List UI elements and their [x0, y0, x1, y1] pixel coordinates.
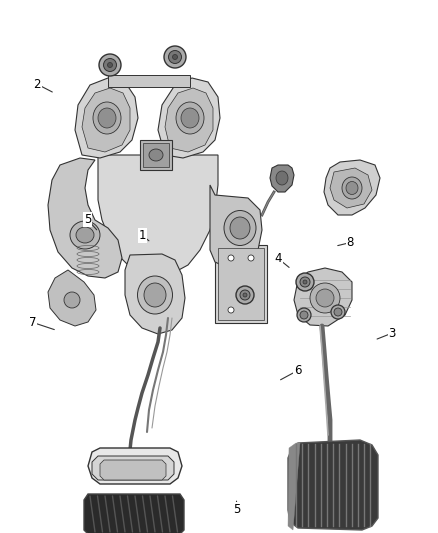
Polygon shape [158, 78, 220, 158]
Polygon shape [98, 155, 218, 275]
Ellipse shape [98, 108, 116, 128]
Ellipse shape [296, 273, 314, 291]
Polygon shape [84, 494, 184, 533]
Ellipse shape [300, 277, 310, 287]
Polygon shape [165, 88, 213, 152]
Ellipse shape [228, 307, 234, 313]
Ellipse shape [181, 108, 199, 128]
Bar [218, 248, 264, 320]
Ellipse shape [173, 54, 177, 60]
Polygon shape [288, 440, 378, 530]
Ellipse shape [243, 293, 247, 297]
Polygon shape [88, 448, 182, 484]
Ellipse shape [93, 102, 121, 134]
Ellipse shape [230, 217, 250, 239]
Polygon shape [125, 254, 185, 334]
Polygon shape [92, 456, 174, 480]
Ellipse shape [297, 308, 311, 322]
Ellipse shape [144, 283, 166, 307]
Text: 1: 1 [138, 229, 146, 242]
Polygon shape [82, 88, 130, 152]
Ellipse shape [303, 280, 307, 284]
Ellipse shape [346, 182, 358, 195]
Polygon shape [48, 158, 122, 278]
Bar [143, 143, 169, 167]
Ellipse shape [236, 286, 254, 304]
Ellipse shape [169, 51, 181, 63]
Polygon shape [210, 185, 262, 268]
Polygon shape [75, 78, 138, 158]
Polygon shape [48, 270, 96, 326]
Ellipse shape [164, 46, 186, 68]
Ellipse shape [103, 59, 117, 71]
Ellipse shape [138, 276, 173, 314]
Ellipse shape [248, 255, 254, 261]
Polygon shape [100, 460, 166, 480]
Text: 3: 3 [389, 327, 396, 340]
Text: 7: 7 [29, 316, 37, 329]
Bar [215, 245, 267, 323]
Ellipse shape [331, 305, 345, 319]
Polygon shape [294, 268, 352, 326]
Text: 8: 8 [347, 236, 354, 249]
Polygon shape [324, 160, 380, 215]
Ellipse shape [149, 149, 163, 161]
Polygon shape [288, 443, 300, 530]
Ellipse shape [224, 211, 256, 246]
Bar [140, 140, 172, 170]
Ellipse shape [99, 54, 121, 76]
Ellipse shape [240, 290, 250, 300]
Polygon shape [330, 168, 372, 208]
Ellipse shape [310, 283, 340, 313]
Ellipse shape [76, 227, 94, 243]
Text: 2: 2 [33, 78, 41, 91]
Ellipse shape [334, 308, 342, 316]
Ellipse shape [316, 289, 334, 307]
Text: 6: 6 [294, 364, 302, 377]
Text: 5: 5 [84, 213, 91, 226]
Ellipse shape [64, 292, 80, 308]
Ellipse shape [70, 221, 100, 249]
Polygon shape [270, 165, 294, 192]
Text: 5: 5 [233, 503, 240, 515]
Ellipse shape [276, 171, 288, 185]
Bar [108, 75, 190, 87]
Ellipse shape [342, 177, 362, 199]
Ellipse shape [176, 102, 204, 134]
Ellipse shape [228, 255, 234, 261]
Ellipse shape [107, 62, 113, 68]
Ellipse shape [300, 311, 308, 319]
Text: 4: 4 [274, 252, 282, 265]
